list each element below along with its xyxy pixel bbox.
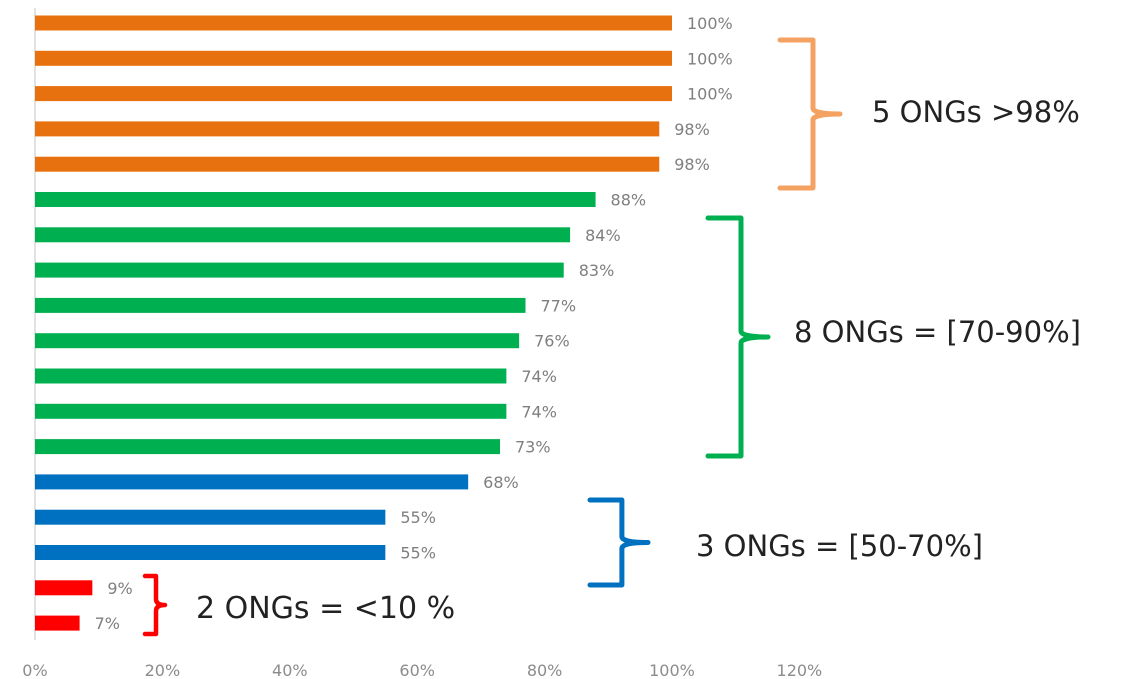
bar-value-label-14: 68% [483, 473, 519, 492]
bar-value-label-12: 74% [521, 402, 557, 421]
bar-value-label-2: 100% [687, 49, 733, 68]
bar-10 [35, 333, 520, 349]
bar-7 [35, 227, 571, 243]
group-bracket-2 [705, 215, 771, 459]
bar-16 [35, 545, 386, 560]
group-bracket-4 [142, 573, 168, 637]
x-tick-label-2: 40% [272, 661, 308, 679]
group-bracket-1 [777, 37, 843, 191]
bar-2 [35, 50, 672, 66]
bar-4 [35, 121, 660, 137]
group-label-2: 8 ONGs = [70-90%] [794, 315, 1081, 349]
bar-14 [35, 474, 469, 490]
x-tick-label-4: 80% [527, 661, 563, 679]
bar-value-label-5: 98% [674, 155, 710, 174]
bar-value-label-15: 55% [400, 508, 436, 527]
bar-15 [35, 509, 386, 525]
bar-value-label-16: 55% [400, 544, 436, 563]
bar-value-label-7: 84% [585, 226, 621, 245]
group-label-4: 2 ONGs = <10 % [196, 591, 455, 626]
bar-6 [35, 192, 596, 207]
group-bracket-3 [587, 497, 651, 588]
bar-13 [35, 439, 501, 455]
bar-value-label-17: 9% [107, 579, 132, 598]
group-label-1: 5 ONGs >98% [872, 95, 1080, 129]
group-label-3: 3 ONGs = [50-70%] [696, 529, 983, 563]
x-tick-label-0: 0% [22, 661, 47, 679]
bar-value-label-10: 76% [534, 332, 570, 351]
bar-1 [35, 15, 672, 31]
x-tick-label-6: 120% [777, 661, 823, 679]
bar-18 [35, 615, 80, 631]
bar-3 [35, 86, 672, 102]
x-tick-label-5: 100% [649, 661, 695, 679]
x-tick-label-3: 60% [399, 661, 435, 679]
bar-11 [35, 368, 507, 384]
bar-8 [35, 262, 564, 278]
bar-value-label-9: 77% [540, 296, 576, 315]
bar-9 [35, 297, 526, 313]
bar-5 [35, 156, 660, 172]
bar-value-label-18: 7% [95, 614, 120, 633]
bar-value-label-13: 73% [515, 438, 551, 457]
x-tick-label-1: 20% [145, 661, 181, 679]
bar-value-label-6: 88% [611, 191, 647, 210]
bar-value-label-4: 98% [674, 120, 710, 139]
bar-value-label-8: 83% [579, 261, 615, 280]
bar-value-label-11: 74% [521, 367, 557, 386]
bar-value-label-3: 100% [687, 85, 733, 104]
bar-17 [35, 580, 93, 596]
bar-value-label-1: 100% [687, 14, 733, 33]
bar-12 [35, 403, 507, 419]
